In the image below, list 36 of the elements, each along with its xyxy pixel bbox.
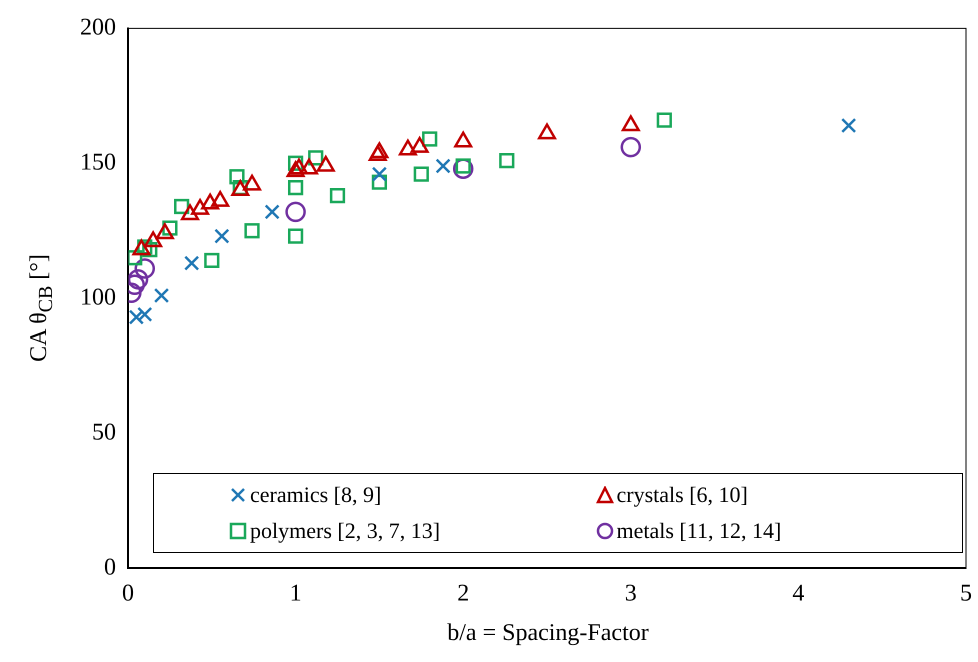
x-tick-label: 3 — [624, 580, 637, 607]
point — [435, 158, 451, 174]
x-axis-title: b/a = Spacing-Factor — [446, 620, 650, 647]
x-tick-label: 1 — [290, 580, 302, 607]
point — [128, 269, 148, 290]
point — [620, 136, 642, 158]
point — [841, 118, 856, 134]
legend-label: metals [11, 12, 14] — [616, 518, 782, 544]
y-tick-label: 0 — [104, 554, 116, 580]
point — [414, 166, 429, 182]
x-tick-label: 0 — [122, 580, 134, 607]
point — [656, 112, 672, 128]
legend-label: ceramics [8, 9] — [250, 482, 382, 508]
point — [372, 166, 388, 182]
y-tick-label: 50 — [92, 419, 116, 446]
point — [288, 180, 304, 196]
y-tick-label: 100 — [80, 284, 116, 310]
legend-label: polymers [2, 3, 7, 13] — [250, 518, 440, 544]
point — [154, 288, 170, 304]
x-tick-label: 4 — [792, 580, 804, 607]
point — [128, 309, 144, 325]
point — [264, 204, 280, 220]
point — [214, 228, 230, 244]
point — [204, 252, 220, 268]
point — [499, 152, 514, 168]
y-tick-label: 200 — [80, 14, 116, 41]
y-tick-label: 150 — [80, 150, 116, 176]
point — [330, 188, 346, 204]
point — [244, 223, 260, 238]
point — [288, 228, 304, 244]
point — [137, 306, 152, 322]
point — [285, 202, 306, 222]
x-tick-label: 5 — [960, 580, 972, 607]
legend-label: crystals [6, 10] — [616, 482, 748, 508]
x-tick-label: 2 — [457, 580, 470, 607]
point — [184, 256, 200, 271]
